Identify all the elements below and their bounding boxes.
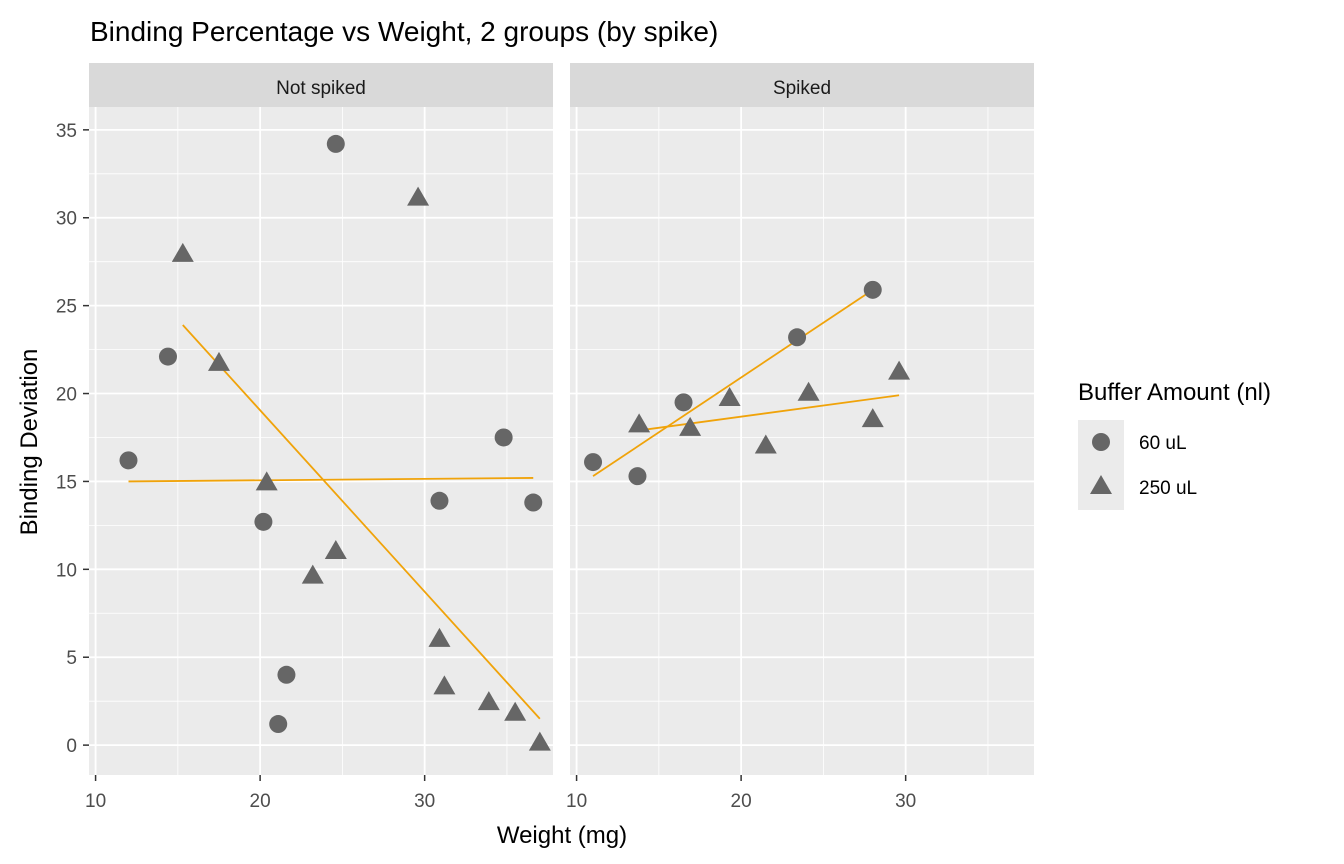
facet-panel-spiked: Spiked [570, 63, 1034, 775]
fit-line-250-ul [638, 394, 900, 432]
x-tick-label: 20 [250, 791, 271, 812]
data-point-circle [277, 665, 296, 684]
data-point-triangle [628, 413, 651, 433]
data-point-triangle [324, 539, 347, 559]
data-point-triangle [797, 381, 820, 401]
data-point-triangle [301, 564, 324, 584]
data-point-circle [254, 512, 273, 531]
data-point-circle [628, 467, 647, 486]
data-point-circle [158, 347, 177, 366]
legend-title: Buffer Amount (nl) [1078, 379, 1271, 406]
x-tick-label: 10 [85, 791, 106, 812]
x-tick-label: 20 [731, 791, 752, 812]
y-tick-label: 10 [56, 560, 77, 581]
data-point-circle [788, 328, 807, 347]
panel-background [89, 107, 553, 775]
y-tick-label: 30 [56, 209, 77, 230]
data-point-circle [863, 280, 882, 299]
data-point-circle [524, 493, 543, 512]
data-point-triangle [171, 242, 194, 262]
data-point-triangle [255, 471, 278, 491]
facet-strip [570, 63, 1034, 107]
data-point-circle [269, 715, 288, 734]
data-point-triangle [679, 416, 702, 436]
legend-keys: 60 uL 250 uL [1090, 433, 1197, 499]
x-tick-label: 30 [895, 791, 916, 812]
y-tick-label: 15 [56, 472, 77, 493]
legend-entry-label: 60 uL [1139, 433, 1187, 454]
facet-panels: Not spiked Spiked [89, 63, 1034, 775]
facet-strip-label: Not spiked [276, 78, 366, 99]
y-axis-title: Binding Deviation [16, 349, 43, 536]
axis-ticks: 10 20 30 10 20 30 0 5 10 15 20 25 30 35 [56, 121, 916, 812]
facet-strip-label: Spiked [773, 78, 831, 99]
data-point-triangle [407, 186, 430, 206]
data-point-triangle [888, 360, 911, 380]
data-point-triangle [207, 351, 230, 371]
data-point-circle [584, 453, 603, 472]
data-point-triangle [861, 408, 884, 428]
fit-line-250-ul [182, 324, 541, 720]
data-point-circle [674, 393, 693, 412]
y-tick-label: 5 [66, 648, 77, 669]
panel-background [570, 107, 1034, 775]
data-point-triangle [428, 627, 451, 647]
chart-title: Binding Percentage vs Weight, 2 groups (… [90, 16, 718, 47]
x-tick-label: 10 [566, 791, 587, 812]
data-point-triangle [477, 691, 500, 711]
legend-key-circle [1092, 433, 1110, 451]
y-tick-label: 0 [66, 736, 77, 757]
fit-line-60-ul [592, 289, 874, 477]
data-point-circle [430, 491, 449, 510]
facet-strip [89, 63, 553, 107]
y-tick-label: 35 [56, 121, 77, 142]
data-point-circle [494, 428, 513, 447]
fit-line-60-ul [128, 477, 534, 483]
y-tick-label: 20 [56, 385, 77, 406]
facet-panel-not-spiked: Not spiked [89, 63, 553, 775]
data-point-triangle [528, 731, 551, 751]
x-tick-label: 30 [414, 791, 435, 812]
data-point-triangle [433, 675, 456, 695]
data-point-triangle [754, 434, 777, 454]
y-tick-label: 25 [56, 297, 77, 318]
data-point-circle [119, 451, 138, 470]
data-point-circle [326, 134, 345, 153]
data-point-triangle [718, 387, 741, 407]
legend-key-triangle [1090, 475, 1112, 494]
x-axis-title: Weight (mg) [497, 822, 627, 849]
legend-entry-label: 250 uL [1139, 478, 1197, 499]
legend: Buffer Amount (nl) 60 uL 250 uL [1078, 379, 1271, 510]
data-point-triangle [504, 701, 527, 721]
